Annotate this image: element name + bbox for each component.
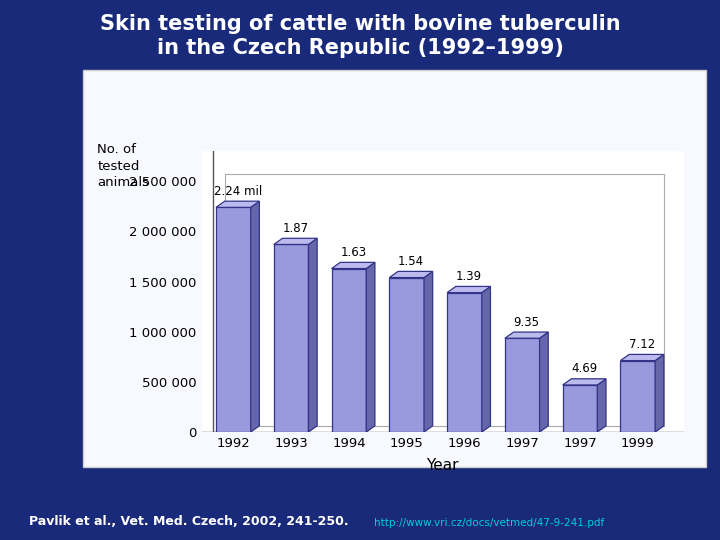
Polygon shape (447, 293, 482, 432)
Polygon shape (216, 201, 259, 207)
Text: http://www.vri.cz/docs/vetmed/47-9-241.pdf: http://www.vri.cz/docs/vetmed/47-9-241.p… (374, 518, 605, 528)
Text: 1.54: 1.54 (398, 255, 424, 268)
Text: Pavlik et al., Vet. Med. Czech, 2002, 241-250.: Pavlik et al., Vet. Med. Czech, 2002, 24… (29, 515, 348, 528)
Text: 9.35: 9.35 (513, 316, 539, 329)
Polygon shape (332, 262, 375, 268)
Polygon shape (655, 354, 664, 432)
Text: 7.12: 7.12 (629, 338, 655, 351)
Polygon shape (216, 207, 251, 432)
Polygon shape (274, 238, 317, 245)
Polygon shape (251, 201, 259, 432)
Polygon shape (274, 245, 308, 432)
Polygon shape (598, 379, 606, 432)
Polygon shape (562, 385, 598, 432)
Polygon shape (621, 361, 655, 432)
Polygon shape (366, 262, 375, 432)
Polygon shape (424, 272, 433, 432)
Polygon shape (332, 268, 366, 432)
Polygon shape (447, 286, 490, 293)
Text: Skin testing of cattle with bovine tuberculin: Skin testing of cattle with bovine tuber… (99, 14, 621, 33)
Polygon shape (482, 286, 490, 432)
Text: in the Czech Republic (1992–1999): in the Czech Republic (1992–1999) (156, 38, 564, 58)
Polygon shape (621, 354, 664, 361)
Text: 4.69: 4.69 (571, 362, 598, 375)
Polygon shape (505, 332, 548, 338)
Text: 2.24 mil: 2.24 mil (214, 185, 262, 198)
Polygon shape (308, 238, 317, 432)
X-axis label: Year: Year (426, 458, 459, 473)
Text: 1.39: 1.39 (456, 270, 482, 283)
Polygon shape (505, 338, 539, 432)
Polygon shape (562, 379, 606, 385)
Polygon shape (390, 278, 424, 432)
Text: No. of
tested
animals: No. of tested animals (97, 143, 149, 189)
Text: 1.87: 1.87 (282, 222, 309, 235)
Polygon shape (390, 272, 433, 278)
Text: 1.63: 1.63 (340, 246, 366, 259)
Polygon shape (539, 332, 548, 432)
